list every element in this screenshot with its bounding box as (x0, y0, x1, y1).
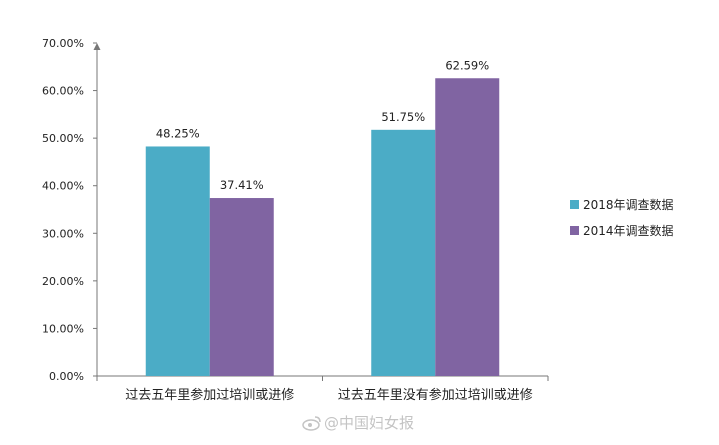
y-tick-label: 60.00% (42, 85, 84, 98)
legend-label-2014: 2014年调查数据 (583, 223, 674, 238)
y-tick-label: 40.00% (42, 180, 84, 193)
chart-legend: 2018年调查数据 2014年调查数据 (570, 196, 710, 248)
y-tick-label: 70.00% (42, 37, 84, 50)
data-label: 48.25% (156, 126, 200, 140)
data-label: 37.41% (220, 178, 264, 192)
bar (209, 198, 274, 376)
y-tick-label: 10.00% (42, 322, 84, 335)
legend-label-2018: 2018年调查数据 (583, 197, 674, 212)
y-tick-label: 30.00% (42, 227, 84, 240)
category-label: 过去五年里没有参加过培训或进修 (338, 387, 533, 403)
bar (435, 78, 500, 376)
legend-item-2014: 2014年调查数据 (570, 222, 710, 238)
data-label: 62.59% (445, 58, 489, 72)
legend-swatch-2014 (570, 225, 579, 235)
y-axis-arrow-icon (93, 43, 101, 50)
y-tick-label: 0.00% (49, 370, 84, 383)
bar (145, 146, 210, 376)
weibo-logo-icon (302, 415, 321, 431)
watermark-text: @中国妇女报 (324, 414, 415, 432)
legend-item-2018: 2018年调查数据 (570, 196, 710, 212)
y-tick-label: 50.00% (42, 132, 84, 145)
weibo-watermark: @中国妇女报 (302, 412, 414, 433)
bar (371, 129, 436, 376)
data-label: 51.75% (381, 110, 425, 124)
category-label: 过去五年里参加过培训或进修 (125, 387, 294, 403)
legend-swatch-2018 (570, 199, 579, 209)
y-tick-label: 20.00% (42, 275, 84, 288)
